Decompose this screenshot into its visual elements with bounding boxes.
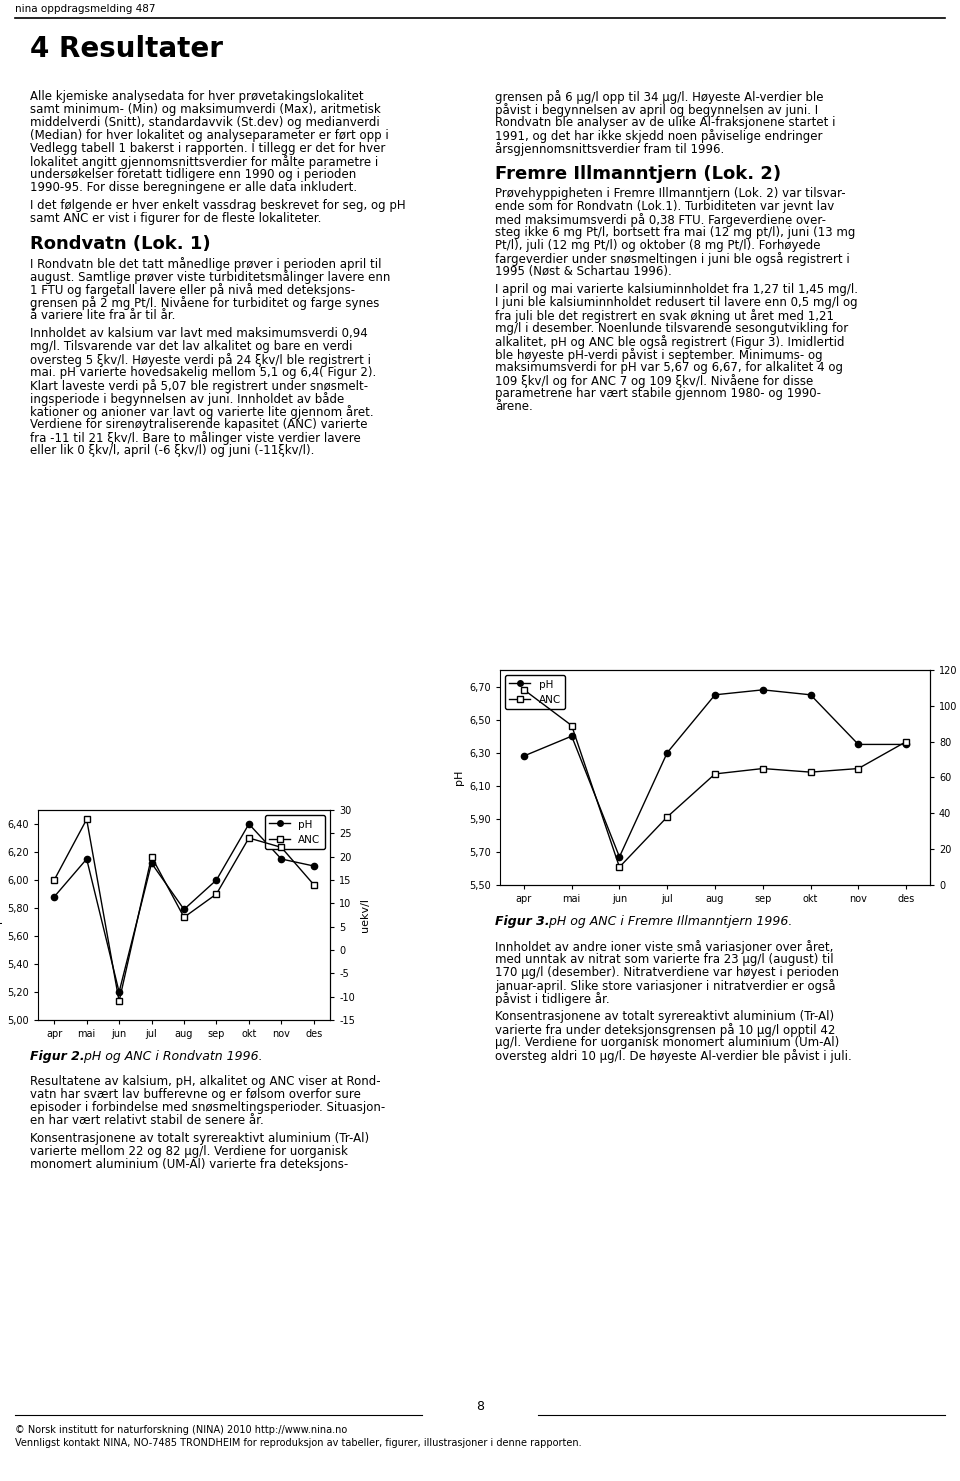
Text: Klart laveste verdi på 5,07 ble registrert under snøsmelt-: Klart laveste verdi på 5,07 ble registre… (30, 379, 368, 392)
Y-axis label: uekv/l: uekv/l (360, 897, 371, 932)
Text: oversteg aldri 10 μg/l. De høyeste Al-verdier ble påvist i juli.: oversteg aldri 10 μg/l. De høyeste Al-ve… (495, 1049, 852, 1063)
Text: (Median) for hver lokalitet og analyseparameter er ført opp i: (Median) for hver lokalitet og analysepa… (30, 129, 389, 142)
Text: Fremre Illmanntjern (Lok. 2): Fremre Illmanntjern (Lok. 2) (495, 164, 781, 184)
Text: Konsentrasjonene av totalt syrereaktivt aluminium (Tr-Al): Konsentrasjonene av totalt syrereaktivt … (495, 1010, 834, 1023)
Text: Alle kjemiske analysedata for hver prøvetakingslokalitet: Alle kjemiske analysedata for hver prøve… (30, 90, 364, 104)
Text: nina oppdragsmelding 487: nina oppdragsmelding 487 (15, 4, 156, 13)
Text: μg/l. Verdiene for uorganisk monomert aluminium (Um-Al): μg/l. Verdiene for uorganisk monomert al… (495, 1037, 839, 1049)
Y-axis label: pH: pH (454, 770, 464, 785)
Text: ende som for Rondvatn (Lok.1). Turbiditeten var jevnt lav: ende som for Rondvatn (Lok.1). Turbidite… (495, 200, 834, 213)
Text: påvist i tidligere år.: påvist i tidligere år. (495, 992, 610, 1006)
Text: vatn har svært lav bufferevne og er følsom overfor sure: vatn har svært lav bufferevne og er føls… (30, 1089, 361, 1100)
Text: august. Samtlige prøver viste turbiditetsmålinger lavere enn: august. Samtlige prøver viste turbiditet… (30, 270, 391, 284)
Text: © Norsk institutt for naturforskning (NINA) 2010 http://www.nina.no: © Norsk institutt for naturforskning (NI… (15, 1425, 348, 1435)
Text: Figur 2.: Figur 2. (30, 1050, 84, 1063)
Text: pH og ANC i Fremre Illmanntjern 1996.: pH og ANC i Fremre Illmanntjern 1996. (545, 915, 792, 929)
Text: Innholdet av kalsium var lavt med maksimumsverdi 0,94: Innholdet av kalsium var lavt med maksim… (30, 327, 368, 341)
Text: ingsperiode i begynnelsen av juni. Innholdet av både: ingsperiode i begynnelsen av juni. Innho… (30, 392, 345, 406)
Text: 1995 (Nøst & Schartau 1996).: 1995 (Nøst & Schartau 1996). (495, 265, 672, 278)
Text: grensen på 6 μg/l opp til 34 μg/l. Høyeste Al-verdier ble: grensen på 6 μg/l opp til 34 μg/l. Høyes… (495, 90, 824, 104)
Text: Pt/l), juli (12 mg Pt/l) og oktober (8 mg Pt/l). Forhøyede: Pt/l), juli (12 mg Pt/l) og oktober (8 m… (495, 238, 821, 252)
Text: I juni ble kalsiuminnholdet redusert til lavere enn 0,5 mg/l og: I juni ble kalsiuminnholdet redusert til… (495, 296, 857, 310)
Text: årene.: årene. (495, 400, 533, 413)
Legend: pH, ANC: pH, ANC (265, 815, 324, 849)
Text: episoder i forbindelse med snøsmeltingsperioder. Situasjon-: episoder i forbindelse med snøsmeltingsp… (30, 1100, 385, 1114)
Text: mai. pH varierte hovedsakelig mellom 5,1 og 6,4( Figur 2).: mai. pH varierte hovedsakelig mellom 5,1… (30, 366, 376, 379)
Text: 170 μg/l (desember). Nitratverdiene var høyest i perioden: 170 μg/l (desember). Nitratverdiene var … (495, 966, 839, 979)
Text: Vedlegg tabell 1 bakerst i rapporten. I tillegg er det for hver: Vedlegg tabell 1 bakerst i rapporten. I … (30, 142, 385, 156)
Text: mg/l. Tilsvarende var det lav alkalitet og bare en verdi: mg/l. Tilsvarende var det lav alkalitet … (30, 341, 352, 352)
Text: 8: 8 (476, 1400, 484, 1413)
Text: monomert aluminium (UM-Al) varierte fra deteksjons-: monomert aluminium (UM-Al) varierte fra … (30, 1158, 348, 1171)
Text: fra juli ble det registrert en svak økning ut året med 1,21: fra juli ble det registrert en svak økni… (495, 310, 834, 323)
Text: en har vært relativt stabil de senere år.: en har vært relativt stabil de senere år… (30, 1114, 264, 1127)
Text: januar-april. Slike store variasjoner i nitratverdier er også: januar-april. Slike store variasjoner i … (495, 979, 835, 992)
Text: oversteg 5 ξkv/l. Høyeste verdi på 24 ξkv/l ble registrert i: oversteg 5 ξkv/l. Høyeste verdi på 24 ξk… (30, 352, 371, 367)
Text: varierte mellom 22 og 82 μg/l. Verdiene for uorganisk: varierte mellom 22 og 82 μg/l. Verdiene … (30, 1145, 348, 1158)
Text: med maksimumsverdi på 0,38 FTU. Fargeverdiene over-: med maksimumsverdi på 0,38 FTU. Fargever… (495, 213, 826, 227)
Text: Resultatene av kalsium, pH, alkalitet og ANC viser at Rond-: Resultatene av kalsium, pH, alkalitet og… (30, 1075, 380, 1089)
Text: grensen på 2 mg Pt/l. Nivåene for turbiditet og farge synes: grensen på 2 mg Pt/l. Nivåene for turbid… (30, 296, 379, 310)
Text: parametrene har vært stabile gjennom 1980- og 1990-: parametrene har vært stabile gjennom 198… (495, 387, 821, 400)
Text: med unntak av nitrat som varierte fra 23 μg/l (august) til: med unntak av nitrat som varierte fra 23… (495, 952, 833, 966)
Text: 1991, og det har ikke skjedd noen påviselige endringer: 1991, og det har ikke skjedd noen påvise… (495, 129, 823, 144)
Text: årsgjennomsnittsverdier fram til 1996.: årsgjennomsnittsverdier fram til 1996. (495, 142, 724, 156)
Text: påvist i begynnelsen av april og begynnelsen av juni. I: påvist i begynnelsen av april og begynne… (495, 104, 818, 117)
Text: eller lik 0 ξkv/l, april (-6 ξkv/l) og juni (-11ξkv/l).: eller lik 0 ξkv/l, april (-6 ξkv/l) og j… (30, 444, 314, 458)
Text: samt minimum- (Min) og maksimumverdi (Max), aritmetisk: samt minimum- (Min) og maksimumverdi (Ma… (30, 104, 381, 116)
Text: å variere lite fra år til år.: å variere lite fra år til år. (30, 310, 176, 321)
Text: samt ANC er vist i figurer for de fleste lokaliteter.: samt ANC er vist i figurer for de fleste… (30, 212, 322, 225)
Text: 4 Resultater: 4 Resultater (30, 36, 223, 64)
Legend: pH, ANC: pH, ANC (505, 675, 564, 709)
Text: Konsentrasjonene av totalt syrereaktivt aluminium (Tr-Al): Konsentrasjonene av totalt syrereaktivt … (30, 1131, 370, 1145)
Text: fargeverdier under snøsmeltingen i juni ble også registrert i: fargeverdier under snøsmeltingen i juni … (495, 252, 850, 267)
Text: I Rondvatn ble det tatt månedlige prøver i perioden april til: I Rondvatn ble det tatt månedlige prøver… (30, 258, 381, 271)
Text: I april og mai varierte kalsiuminnholdet fra 1,27 til 1,45 mg/l.: I april og mai varierte kalsiuminnholdet… (495, 283, 858, 296)
Text: I det følgende er hver enkelt vassdrag beskrevet for seg, og pH: I det følgende er hver enkelt vassdrag b… (30, 198, 406, 212)
Y-axis label: pH: pH (0, 908, 2, 923)
Text: Prøvehyppigheten i Fremre Illmanntjern (Lok. 2) var tilsvar-: Prøvehyppigheten i Fremre Illmanntjern (… (495, 187, 846, 200)
Text: Rondvatn ble analyser av de ulike Al-fraksjonene startet i: Rondvatn ble analyser av de ulike Al-fra… (495, 116, 835, 129)
Text: 1 FTU og fargetall lavere eller på nivå med deteksjons-: 1 FTU og fargetall lavere eller på nivå … (30, 283, 355, 298)
Text: 1990-95. For disse beregningene er alle data inkludert.: 1990-95. For disse beregningene er alle … (30, 181, 357, 194)
Text: alkalitet, pH og ANC ble også registrert (Figur 3). Imidlertid: alkalitet, pH og ANC ble også registrert… (495, 335, 845, 350)
Text: pH og ANC i Rondvatn 1996.: pH og ANC i Rondvatn 1996. (80, 1050, 263, 1063)
Text: Figur 3.: Figur 3. (495, 915, 550, 929)
Text: Verdiene for sirenøytraliserende kapasitet (ANC) varierte: Verdiene for sirenøytraliserende kapasit… (30, 418, 368, 431)
Text: ble høyeste pH-verdi påvist i september. Minimums- og: ble høyeste pH-verdi påvist i september.… (495, 348, 823, 361)
Text: Rondvatn (Lok. 1): Rondvatn (Lok. 1) (30, 235, 210, 253)
Text: middelverdi (Snitt), standardavvik (St.dev) og medianverdi: middelverdi (Snitt), standardavvik (St.d… (30, 116, 380, 129)
Text: undersøkelser foretatt tidligere enn 1990 og i perioden: undersøkelser foretatt tidligere enn 199… (30, 167, 356, 181)
Text: varierte fra under deteksjonsgrensen på 10 μg/l opptil 42: varierte fra under deteksjonsgrensen på … (495, 1023, 835, 1037)
Text: Vennligst kontakt NINA, NO-7485 TRONDHEIM for reproduksjon av tabeller, figurer,: Vennligst kontakt NINA, NO-7485 TRONDHEI… (15, 1438, 582, 1448)
Text: fra -11 til 21 ξkv/l. Bare to målinger viste verdier lavere: fra -11 til 21 ξkv/l. Bare to målinger v… (30, 431, 361, 444)
Text: kationer og anioner var lavt og varierte lite gjennom året.: kationer og anioner var lavt og varierte… (30, 404, 373, 419)
Text: steg ikke 6 mg Pt/l, bortsett fra mai (12 mg pt/l), juni (13 mg: steg ikke 6 mg Pt/l, bortsett fra mai (1… (495, 227, 855, 238)
Text: mg/l i desember. Noenlunde tilsvarende sesongutvikling for: mg/l i desember. Noenlunde tilsvarende s… (495, 321, 849, 335)
Text: Innholdet av andre ioner viste små variasjoner over året,: Innholdet av andre ioner viste små varia… (495, 940, 833, 954)
Text: maksimumsverdi for pH var 5,67 og 6,67, for alkalitet 4 og: maksimumsverdi for pH var 5,67 og 6,67, … (495, 361, 843, 375)
Text: lokalitet angitt gjennomsnittsverdier for målte parametre i: lokalitet angitt gjennomsnittsverdier fo… (30, 156, 378, 169)
Text: 109 ξkv/l og for ANC 7 og 109 ξkv/l. Nivåene for disse: 109 ξkv/l og for ANC 7 og 109 ξkv/l. Niv… (495, 375, 813, 388)
